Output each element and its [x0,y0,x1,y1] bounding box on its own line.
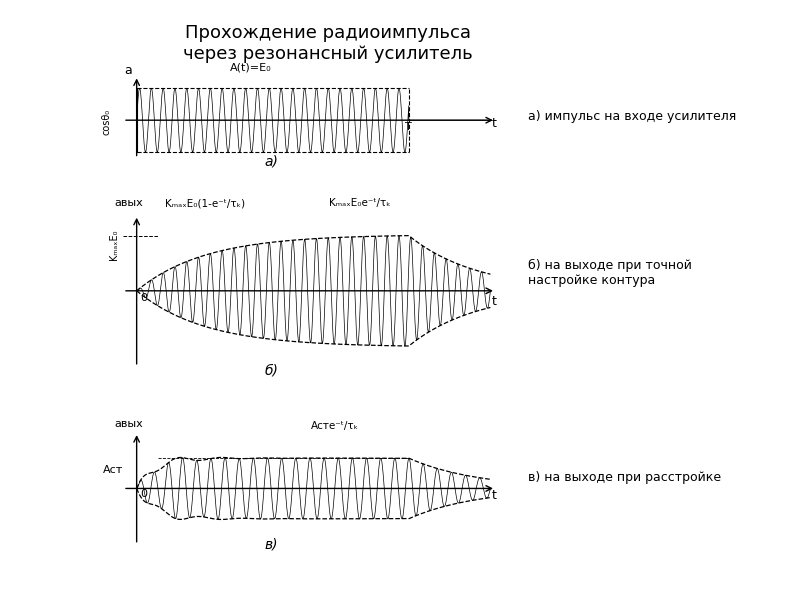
Text: б) на выходе при точной
настройке контура: б) на выходе при точной настройке контур… [528,259,692,287]
Text: cosθ₀: cosθ₀ [102,109,112,135]
Text: KₘₐₓE₀e⁻ᵗ/τₖ: KₘₐₓE₀e⁻ᵗ/τₖ [329,199,390,208]
Text: а): а) [264,154,278,169]
Text: Aст: Aст [103,465,124,475]
Text: T: T [406,122,412,133]
Text: в): в) [264,537,278,551]
Text: KₘₐₓE₀: KₘₐₓE₀ [109,229,118,260]
Text: Aстe⁻ᵗ/τₖ: Aстe⁻ᵗ/τₖ [311,421,359,431]
Text: a: a [125,64,132,77]
Text: 0: 0 [141,489,148,499]
Text: KₘₐₓE₀(1-e⁻ᵗ/τₖ): KₘₐₓE₀(1-e⁻ᵗ/τₖ) [165,199,245,208]
Text: в) на выходе при расстройке: в) на выходе при расстройке [528,470,721,484]
Text: t: t [492,117,497,130]
Text: б): б) [264,363,278,377]
Text: t: t [492,295,497,308]
Text: aвых: aвых [114,419,143,430]
Text: Прохождение радиоимпульса
через резонансный усилитель: Прохождение радиоимпульса через резонанс… [183,24,473,63]
Text: t: t [492,489,497,502]
Text: а) импульс на входе усилителя: а) импульс на входе усилителя [528,110,736,124]
Text: aвых: aвых [114,199,143,208]
Text: 0: 0 [141,293,148,303]
Text: A(t)=E₀: A(t)=E₀ [230,63,272,73]
